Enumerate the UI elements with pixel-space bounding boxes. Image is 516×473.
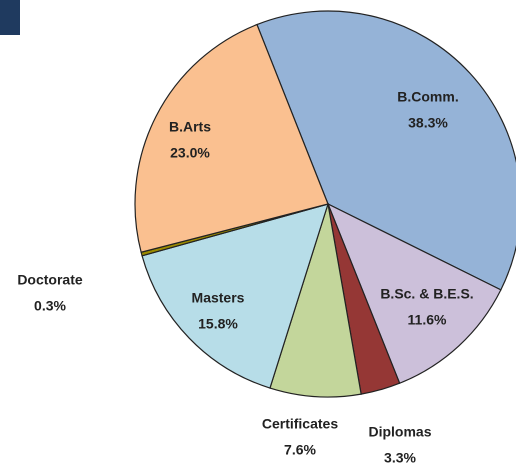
slice-label: B.Comm. <box>397 89 458 105</box>
corner-block <box>0 0 20 35</box>
slice-value: 15.8% <box>198 316 238 332</box>
slice-label: B.Arts <box>169 119 211 135</box>
pie-slice <box>141 203 329 389</box>
slice-value: 7.6% <box>284 442 316 458</box>
pie-slice <box>326 202 502 385</box>
slice-value: 0.3% <box>34 298 66 314</box>
slice-value: 11.6% <box>408 312 447 328</box>
slice-label: B.Sc. & B.E.S. <box>380 286 473 302</box>
slice-value: 38.3% <box>408 115 448 131</box>
slice-value: 3.3% <box>384 450 416 466</box>
slice-label: Certificates <box>262 416 338 432</box>
slice-label: Masters <box>192 290 245 306</box>
pie-slice <box>134 23 329 253</box>
slice-label: Diplomas <box>368 424 431 440</box>
pie-slice <box>256 10 516 291</box>
slice-label: Doctorate <box>17 272 83 288</box>
slice-value: 23.0% <box>170 145 210 161</box>
